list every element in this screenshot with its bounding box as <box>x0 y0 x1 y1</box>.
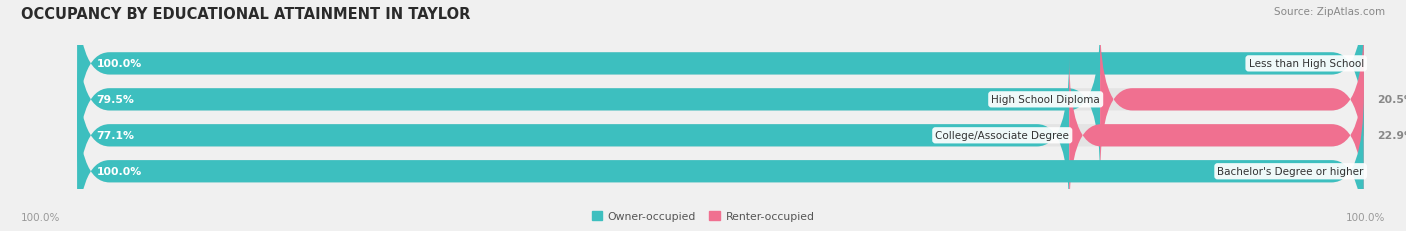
FancyBboxPatch shape <box>1364 21 1406 107</box>
FancyBboxPatch shape <box>1069 57 1364 214</box>
Text: High School Diploma: High School Diploma <box>991 95 1099 105</box>
Text: 100.0%: 100.0% <box>21 212 60 222</box>
Text: OCCUPANCY BY EDUCATIONAL ATTAINMENT IN TAYLOR: OCCUPANCY BY EDUCATIONAL ATTAINMENT IN T… <box>21 7 471 22</box>
FancyBboxPatch shape <box>77 0 1364 143</box>
Text: 77.1%: 77.1% <box>97 131 135 141</box>
FancyBboxPatch shape <box>77 93 1364 231</box>
FancyBboxPatch shape <box>77 57 1069 214</box>
FancyBboxPatch shape <box>1099 21 1364 178</box>
Text: Less than High School: Less than High School <box>1249 59 1364 69</box>
Legend: Owner-occupied, Renter-occupied: Owner-occupied, Renter-occupied <box>588 207 818 226</box>
Text: College/Associate Degree: College/Associate Degree <box>935 131 1069 141</box>
FancyBboxPatch shape <box>1364 129 1406 214</box>
Text: 100.0%: 100.0% <box>97 59 142 69</box>
Text: 20.5%: 20.5% <box>1376 95 1406 105</box>
Text: 22.9%: 22.9% <box>1376 131 1406 141</box>
Text: 100.0%: 100.0% <box>1346 212 1385 222</box>
FancyBboxPatch shape <box>77 0 1364 143</box>
Text: Bachelor's Degree or higher: Bachelor's Degree or higher <box>1218 167 1364 176</box>
Text: 100.0%: 100.0% <box>97 167 142 176</box>
FancyBboxPatch shape <box>77 21 1099 178</box>
Text: 79.5%: 79.5% <box>97 95 135 105</box>
FancyBboxPatch shape <box>77 57 1364 214</box>
Text: Source: ZipAtlas.com: Source: ZipAtlas.com <box>1274 7 1385 17</box>
FancyBboxPatch shape <box>77 93 1364 231</box>
FancyBboxPatch shape <box>77 21 1364 178</box>
